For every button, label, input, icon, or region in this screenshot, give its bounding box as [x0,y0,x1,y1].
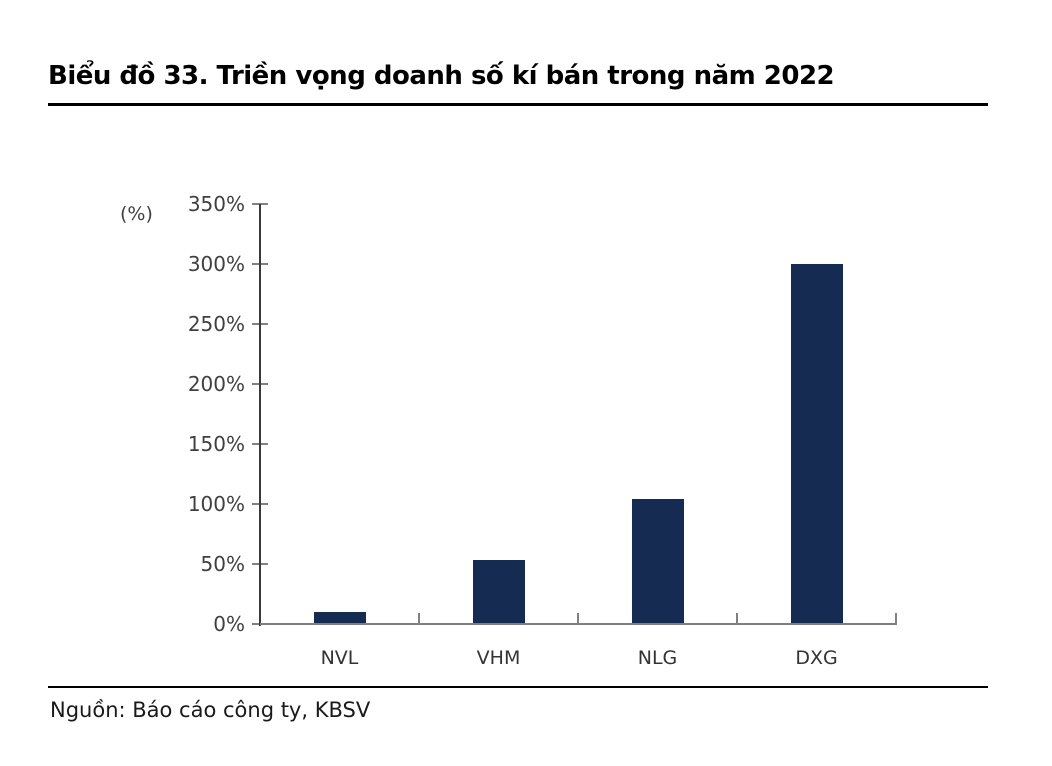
bar-dxg [790,264,843,624]
x-axis-tick [418,613,420,624]
x-axis-tick [736,613,738,624]
x-category-label: NVL [320,647,359,669]
x-category-label: DXG [795,647,838,669]
x-category-label: VHM [476,647,521,669]
x-axis-tick [577,613,579,624]
y-axis-tick-label: 0% [213,612,245,636]
chart-title: Biểu đồ 33. Triền vọng doanh số kí bán t… [48,61,835,91]
x-axis-tick [895,613,897,624]
y-axis-tick-label: 50% [200,552,245,576]
bar-vhm [472,560,525,624]
title-divider [48,103,988,106]
y-axis-tick-label: 200% [187,372,245,396]
y-axis-line [259,204,261,626]
y-axis-tick-label: 150% [187,432,245,456]
source-divider [48,686,988,688]
x-category-label: NLG [637,647,678,669]
x-axis-line [260,623,897,625]
y-axis-tick-label: 250% [187,312,245,336]
y-axis-tick-label: 350% [187,192,245,216]
y-axis-unit-label: (%) [120,203,153,225]
y-axis-tick-label: 300% [187,252,245,276]
bar-nlg [631,499,684,624]
bar-nvl [313,612,366,624]
y-axis-tick-label: 100% [187,492,245,516]
source-note: Nguồn: Báo cáo công ty, KBSV [50,698,371,722]
